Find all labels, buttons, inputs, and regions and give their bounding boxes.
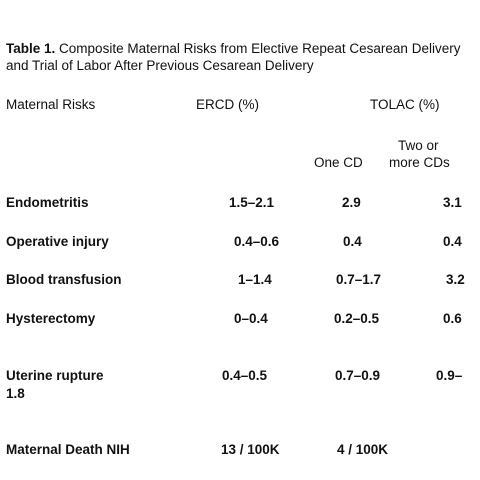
- header-two-or: Two or: [398, 138, 439, 153]
- cell-hysterectomy-two-cds: 0.6: [443, 311, 462, 326]
- cell-endometritis-two-cds: 3.1: [443, 195, 462, 210]
- table-caption: Table 1. Composite Maternal Risks from E…: [6, 40, 466, 74]
- row-label-operative-injury: Operative injury: [6, 234, 109, 249]
- row-label-maternal-death: Maternal Death NIH: [6, 442, 130, 457]
- caption-text: Composite Maternal Risks from Elective R…: [6, 41, 461, 73]
- row-label-blood-transfusion: Blood transfusion: [6, 272, 122, 287]
- cell-uterine-rupture-two-cds: 0.9–: [436, 368, 463, 383]
- cell-operative-injury-one-cd: 0.4: [343, 234, 362, 249]
- row-label-hysterectomy: Hysterectomy: [6, 311, 96, 326]
- header-one-cd: One CD: [314, 155, 363, 170]
- cell-endometritis-one-cd: 2.9: [342, 195, 361, 210]
- cell-maternal-death-one-cd: 4 / 100K: [337, 442, 389, 457]
- row-label-uterine-rupture: Uterine rupture: [6, 368, 104, 383]
- cell-endometritis-ercd: 1.5–2.1: [229, 195, 275, 210]
- header-maternal-risks: Maternal Risks: [6, 97, 96, 112]
- row-label-uterine-rupture-line2: 1.8: [6, 386, 25, 401]
- header-tolac: TOLAC (%): [370, 97, 440, 112]
- cell-maternal-death-ercd: 13 / 100K: [221, 442, 280, 457]
- cell-hysterectomy-one-cd: 0.2–0.5: [334, 311, 380, 326]
- cell-operative-injury-ercd: 0.4–0.6: [234, 234, 280, 249]
- caption-label: Table 1.: [6, 41, 56, 56]
- header-more-cds: more CDs: [389, 155, 450, 170]
- cell-blood-transfusion-ercd: 1–1.4: [238, 272, 272, 287]
- header-ercd: ERCD (%): [196, 97, 259, 112]
- cell-hysterectomy-ercd: 0–0.4: [234, 311, 268, 326]
- row-label-endometritis: Endometritis: [6, 195, 89, 210]
- cell-blood-transfusion-two-cds: 3.2: [446, 272, 465, 287]
- cell-uterine-rupture-ercd: 0.4–0.5: [222, 368, 268, 383]
- cell-blood-transfusion-one-cd: 0.7–1.7: [336, 272, 382, 287]
- cell-operative-injury-two-cds: 0.4: [443, 234, 462, 249]
- cell-uterine-rupture-one-cd: 0.7–0.9: [335, 368, 381, 383]
